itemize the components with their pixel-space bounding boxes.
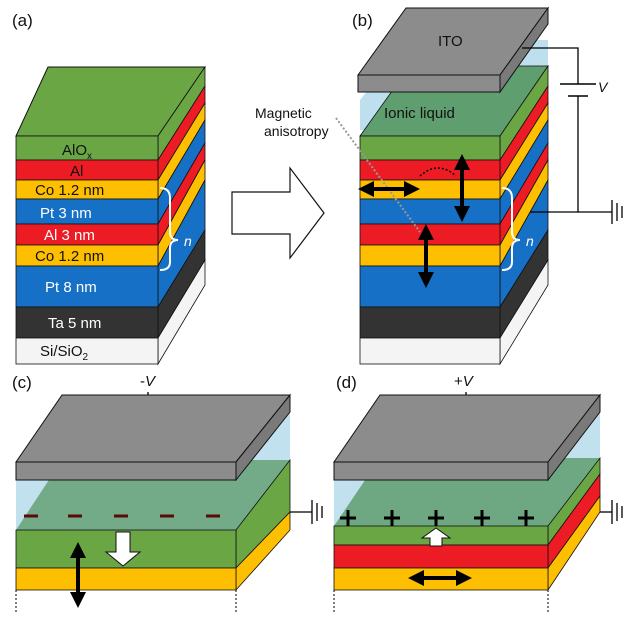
panel-c-device <box>15 393 292 612</box>
panel-b-stack <box>357 6 549 366</box>
panel-a-layer-labels: AlOx Al Co 1.2 nm Pt 3 nm Al 3 nm Co 1.2… <box>35 142 104 363</box>
voltage-label: V <box>598 79 609 95</box>
panel-c-label: (c) <box>12 373 32 392</box>
panel-d-positive-charges <box>340 510 534 526</box>
panel-c-down-arrow <box>104 531 142 567</box>
magnetic-label-line1: Magnetic <box>255 105 312 121</box>
layer-al-label: Al <box>70 163 83 180</box>
transition-arrow <box>231 166 325 260</box>
minus-v-label: -V <box>140 373 157 390</box>
panel-c-ground <box>290 500 323 524</box>
panel-d-device <box>333 393 602 612</box>
ionic-liquid-label: Ionic liquid <box>384 105 455 122</box>
panel-b-repeat-bracket <box>501 187 521 271</box>
panel-d-label: (d) <box>336 373 357 392</box>
panel-d-up-arrow <box>420 527 452 547</box>
voltage-circuit <box>522 47 623 224</box>
layer-al3-label: Al 3 nm <box>44 227 95 244</box>
layer-si-label: Si/SiO2 <box>40 343 89 363</box>
layer-co1-label: Co 1.2 nm <box>35 182 104 199</box>
panel-a-label: (a) <box>12 11 33 30</box>
layer-co2-label: Co 1.2 nm <box>35 248 104 265</box>
panel-d-ground <box>600 500 623 524</box>
layer-pt8-label: Pt 8 nm <box>45 279 97 296</box>
plus-v-label: +V <box>454 373 475 390</box>
panel-a-n-label: n <box>184 233 192 249</box>
panel-b-n-label: n <box>526 233 534 249</box>
ito-label: ITO <box>438 33 463 50</box>
panel-b-label: (b) <box>352 11 373 30</box>
layer-alox-label: AlOx <box>62 142 92 162</box>
panel-a-repeat-bracket: n <box>159 187 192 271</box>
panel-b-magnetization-arrows <box>358 154 470 288</box>
layer-ta-label: Ta 5 nm <box>48 315 101 332</box>
magnetic-label-line2: anisotropy <box>264 123 329 139</box>
layer-pt3-label: Pt 3 nm <box>40 205 92 222</box>
panel-a-stack <box>15 65 206 366</box>
